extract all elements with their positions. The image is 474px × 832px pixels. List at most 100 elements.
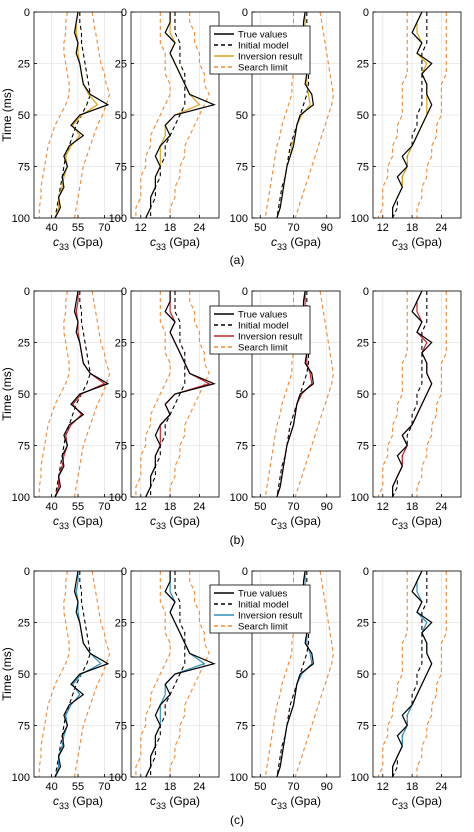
legend-search-limit-label: Search limit	[238, 343, 288, 354]
x-axis-label: c33 (Gpa)	[150, 235, 200, 252]
y-tick-label: 0	[242, 566, 248, 578]
search-limit-upper-line	[73, 570, 111, 778]
y-tick-label: 50	[18, 110, 30, 122]
y-tick-label: 50	[236, 389, 248, 401]
y-tick-label: 25	[18, 618, 30, 630]
true-values-line	[392, 290, 433, 497]
y-tick-label: 100	[109, 492, 127, 504]
x-axis-label: c33 (Gpa)	[53, 514, 103, 531]
x-tick-label: 12	[135, 781, 147, 793]
y-tick-label: 25	[18, 59, 30, 71]
legend-true-values-label: True values	[238, 30, 288, 41]
y-tick-label: 75	[18, 441, 30, 453]
x-tick-label: 50	[254, 781, 266, 793]
x-tick-label: 24	[435, 781, 447, 793]
x-axis-label-unit: (Gpa)	[69, 235, 103, 249]
x-axis-label-sub: 33	[156, 242, 166, 252]
panel-label: (c)	[230, 813, 244, 827]
x-axis-label-main: c	[150, 235, 156, 249]
search-limit-upper-line	[73, 11, 111, 219]
initial-model-line	[276, 571, 310, 778]
search-limit-lower-line	[38, 11, 70, 218]
x-axis-label: c33 (Gpa)	[53, 235, 103, 252]
y-tick-label: 50	[357, 110, 369, 122]
y-tick-label: 100	[230, 492, 248, 504]
search-limit-upper-line	[73, 290, 111, 498]
x-tick-label: 55	[72, 781, 84, 793]
y-tick-label: 75	[18, 721, 30, 733]
x-tick-label: 24	[193, 222, 205, 234]
y-axis-label: Time (ms)	[0, 647, 14, 701]
x-tick-label: 24	[193, 781, 205, 793]
x-axis-label: c33 (Gpa)	[150, 794, 200, 811]
y-tick-label: 75	[115, 441, 127, 453]
search-limit-upper-line	[169, 12, 210, 218]
x-tick-label: 90	[321, 222, 333, 234]
x-tick-label: 70	[98, 222, 110, 234]
y-tick-label: 50	[236, 110, 248, 122]
search-limit-upper-line	[169, 291, 210, 497]
subplot-0-1: 12 18 24 0 25 50 75 100 c33 (Gpa)	[109, 7, 220, 252]
search-limit-lower-line	[377, 12, 408, 219]
y-tick-label: 75	[357, 441, 369, 453]
y-tick-label: 50	[18, 669, 30, 681]
x-axis-label-unit: (Gpa)	[69, 514, 103, 528]
y-tick-label: 75	[357, 162, 369, 174]
x-axis-label-main: c	[150, 794, 156, 808]
x-tick-label: 90	[321, 501, 333, 513]
y-tick-label: 75	[18, 162, 30, 174]
subplot-2-3: 12 18 24 0 25 50 75 100 c33 (Gpa)	[351, 566, 462, 811]
search-limit-upper-line	[416, 12, 447, 218]
y-tick-label: 100	[351, 772, 369, 784]
panel-label: (a)	[230, 253, 245, 267]
subplot-0-0: 40 55 70 0 25 50 75 100 c33 (Gpa)	[12, 7, 123, 252]
x-axis-label: c33 (Gpa)	[392, 514, 442, 531]
y-tick-label: 0	[24, 7, 30, 19]
x-axis-label-sub: 33	[59, 242, 69, 252]
search-limit-lower-line	[377, 571, 408, 778]
search-limit-lower-line	[135, 12, 171, 218]
x-axis-label-main: c	[392, 514, 398, 528]
initial-model-line	[150, 571, 186, 777]
x-tick-label: 40	[45, 501, 57, 513]
x-axis-label-main: c	[271, 235, 277, 249]
y-tick-label: 0	[24, 566, 30, 578]
search-limit-upper-line	[416, 571, 447, 777]
y-tick-label: 100	[12, 492, 30, 504]
x-tick-label: 55	[72, 501, 84, 513]
y-tick-label: 0	[363, 566, 369, 578]
panel-label: (b)	[230, 533, 245, 547]
y-tick-label: 100	[351, 492, 369, 504]
y-tick-label: 0	[24, 286, 30, 298]
x-axis-label-sub: 33	[59, 801, 69, 811]
legend-inversion-result-label: Inversion result	[238, 52, 303, 63]
x-axis-label-sub: 33	[277, 801, 287, 811]
y-tick-label: 100	[230, 772, 248, 784]
true-values-line	[392, 570, 433, 777]
y-tick-label: 50	[236, 669, 248, 681]
x-tick-label: 70	[98, 501, 110, 513]
initial-model-line	[276, 12, 310, 219]
x-tick-label: 55	[72, 222, 84, 234]
y-tick-label: 0	[121, 286, 127, 298]
true-values-line	[392, 11, 433, 218]
legend-search-limit-label: Search limit	[238, 63, 288, 74]
y-tick-label: 0	[121, 566, 127, 578]
y-tick-label: 100	[351, 213, 369, 225]
search-limit-upper-line	[294, 570, 334, 778]
y-axis-label: Time (ms)	[0, 367, 14, 421]
x-axis-label-unit: (Gpa)	[287, 514, 321, 528]
x-axis-label-main: c	[53, 794, 59, 808]
legend-true-values-label: True values	[238, 310, 288, 321]
search-limit-upper-line	[294, 11, 334, 219]
legend-initial-model-label: Initial model	[238, 321, 289, 332]
search-limit-lower-line	[38, 570, 70, 777]
y-tick-label: 50	[115, 669, 127, 681]
search-limit-lower-line	[377, 291, 408, 498]
